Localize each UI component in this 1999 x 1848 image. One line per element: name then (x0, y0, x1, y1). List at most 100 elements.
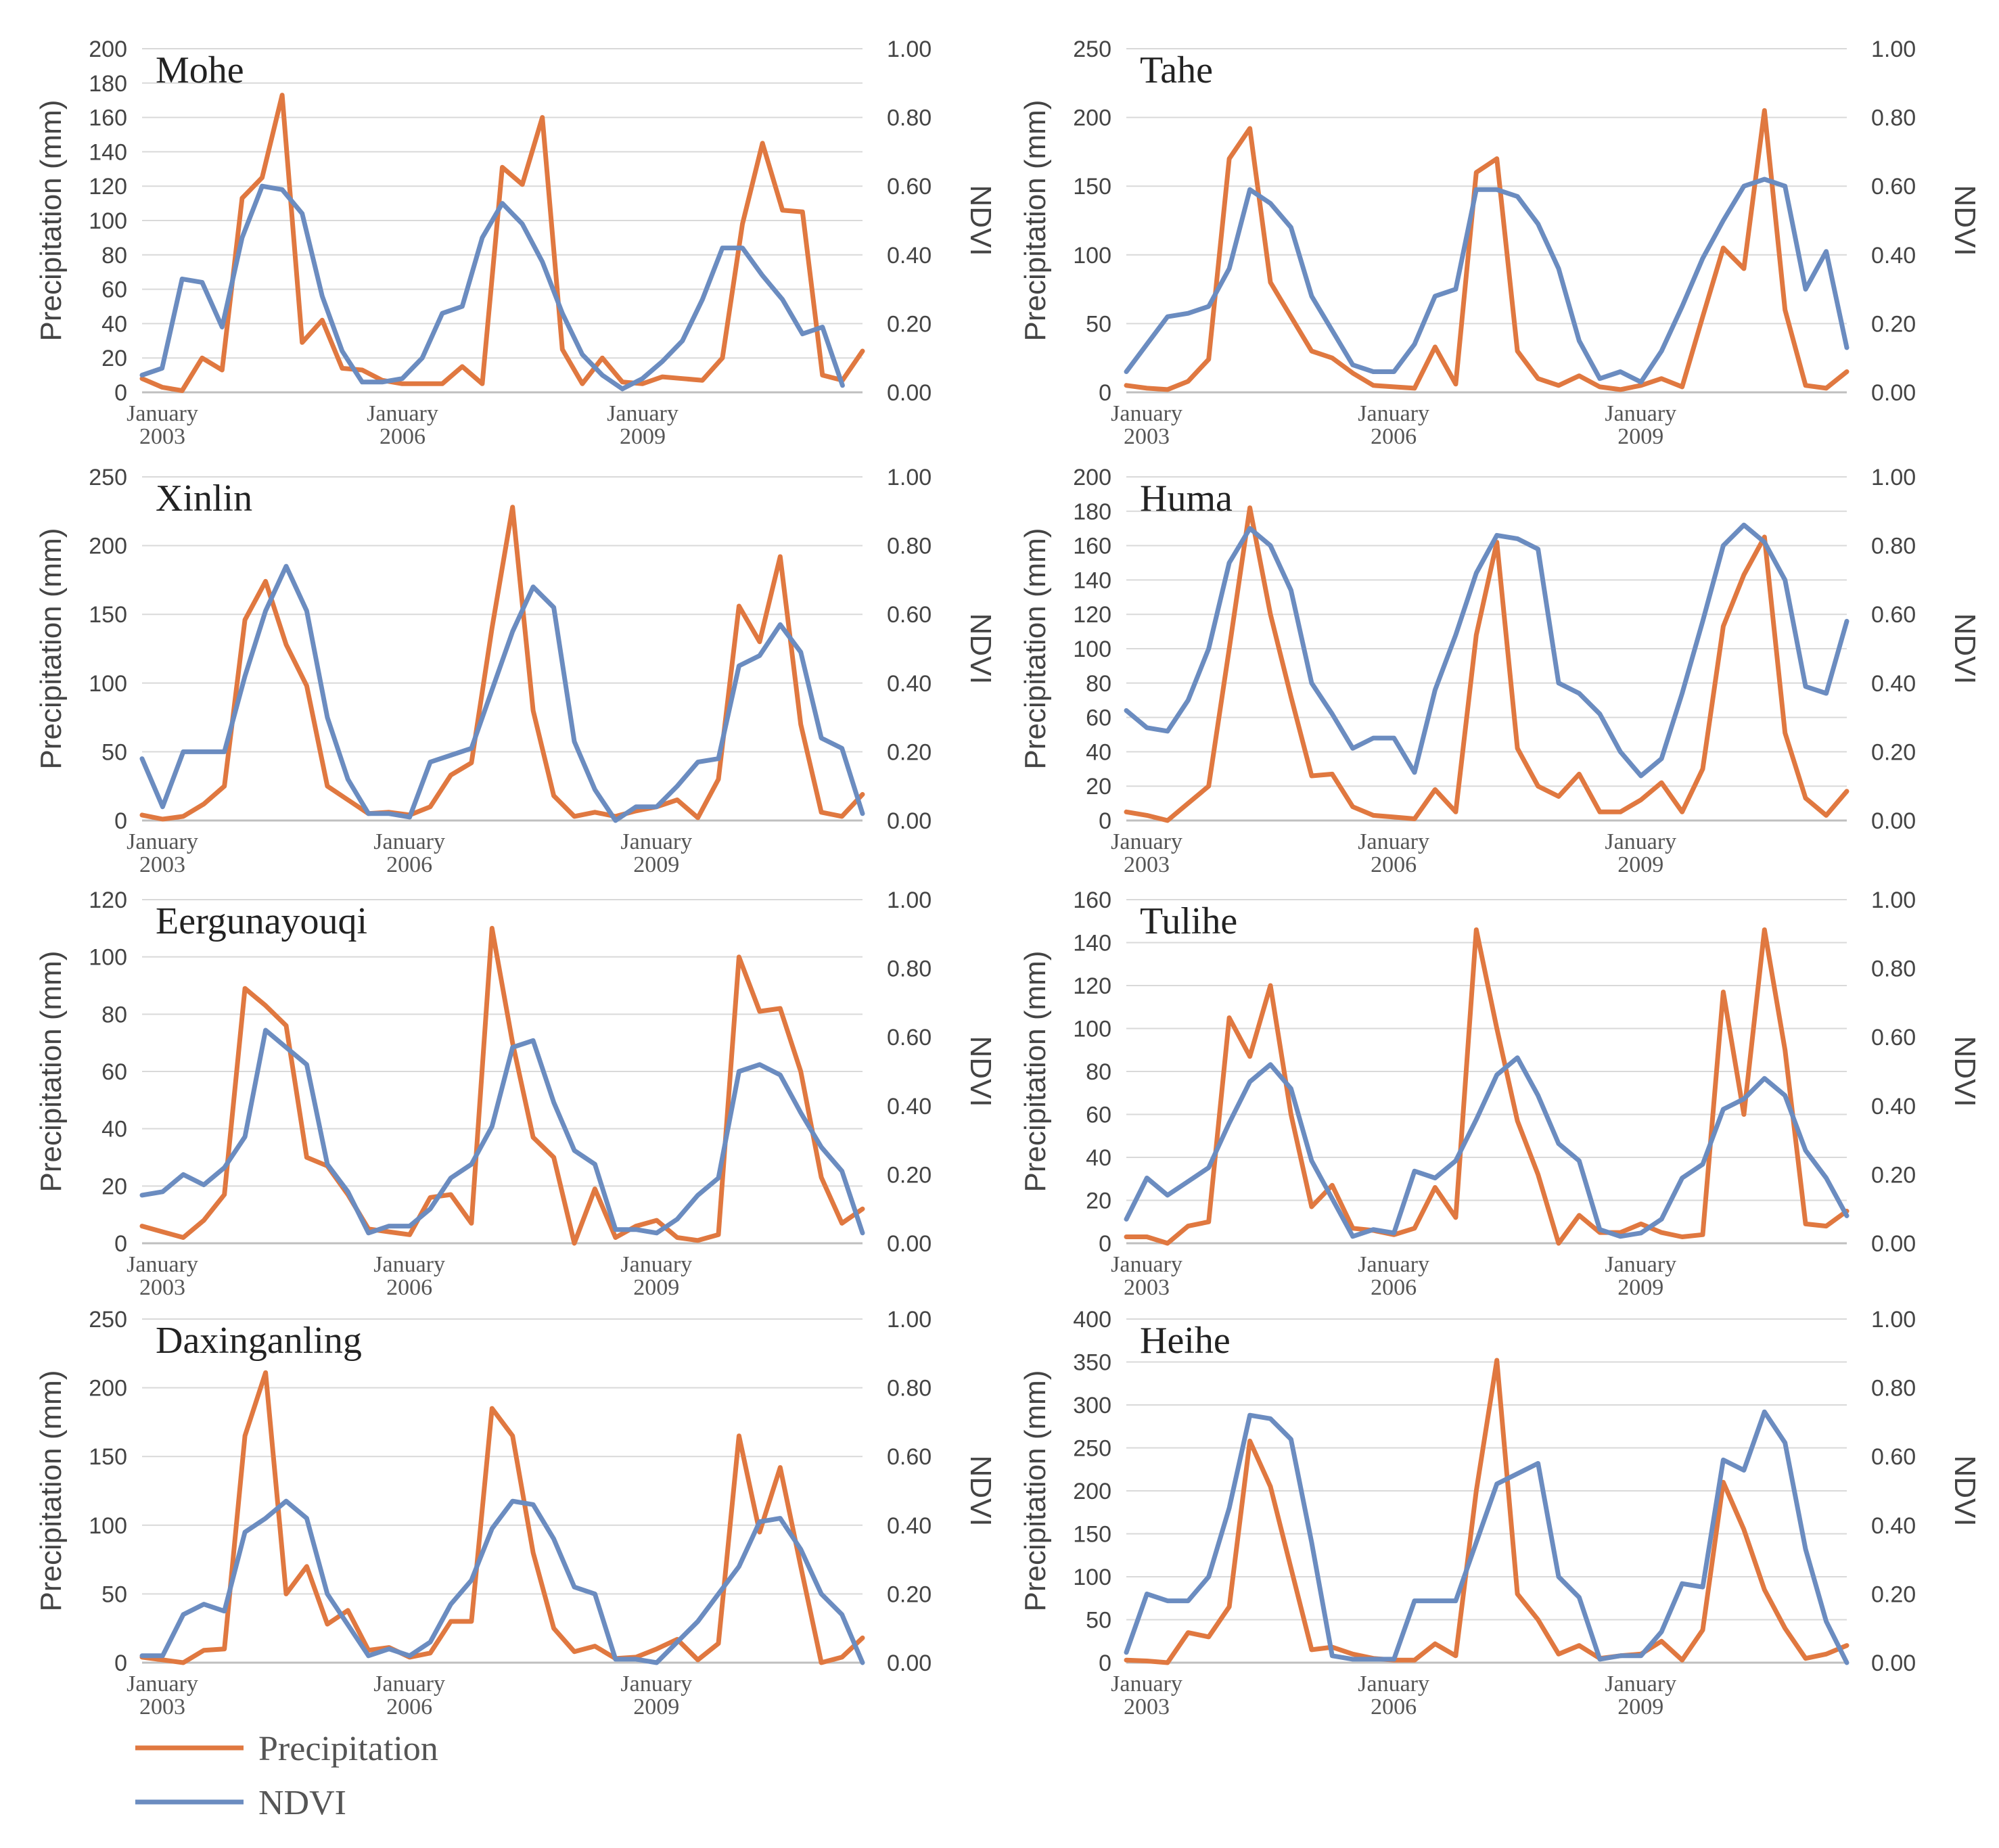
precipitation-line (139, 925, 865, 1246)
y-axis-title: Precipitation (mm) (1019, 951, 1052, 1193)
x-tick-year-label: 2006 (386, 1694, 432, 1719)
y-tick-label: 20 (101, 346, 127, 371)
x-tick-label: January (620, 1252, 692, 1277)
x-tick-label: January (373, 1671, 445, 1696)
precipitation-line (139, 93, 865, 393)
y2-tick-label: 1.00 (1871, 1307, 1916, 1333)
y2-tick-label: 0.40 (1871, 243, 1916, 269)
precipitation-line (1124, 1358, 1849, 1665)
y2-tick-label: 0.40 (887, 243, 932, 269)
y2-axis-title: NDVI (1948, 1455, 1981, 1526)
y-tick-label: 80 (101, 243, 127, 269)
y-tick-label: 80 (1086, 671, 1111, 697)
ndvi-line (139, 1027, 865, 1236)
y2-tick-label: 1.00 (1871, 465, 1916, 490)
x-tick-year-label: 2003 (139, 1694, 185, 1719)
x-tick-year-label: 2006 (380, 424, 426, 449)
y-axis-title: Precipitation (mm) (1019, 100, 1052, 342)
y2-tick-label: 0.80 (1871, 534, 1916, 559)
panel-title: Eergunayouqi (156, 900, 367, 942)
x-tick-label: January (1358, 829, 1429, 854)
y2-tick-label: 1.00 (887, 887, 932, 913)
y-tick-label: 140 (89, 139, 127, 165)
panel-heihe: 0 50 100 150 200 250 300 350 400 0.00 0.20 0.40 0.60… (1019, 1307, 1981, 1719)
panel-huma: 0 20 40 60 80 100 120 140 160 180 200 0.00 0.20 0.40 0… (1019, 465, 1981, 877)
y2-tick-label: 1.00 (1871, 887, 1916, 913)
y-tick-label: 100 (1073, 1565, 1111, 1590)
y-tick-label: 60 (101, 1059, 127, 1085)
y2-tick-label: 0.80 (887, 956, 932, 982)
y-tick-label: 150 (89, 602, 127, 628)
x-tick-year-label: 2009 (633, 1275, 679, 1300)
x-tick-label: January (1358, 1252, 1429, 1277)
y-tick-label: 250 (1073, 1436, 1111, 1462)
y-tick-label: 200 (1073, 106, 1111, 131)
y-tick-label: 140 (1073, 568, 1111, 593)
y2-tick-label: 0.80 (887, 1376, 932, 1402)
precipitation-line (139, 1370, 865, 1665)
y-tick-label: 0 (1099, 1231, 1111, 1257)
y-tick-label: 120 (1073, 602, 1111, 628)
y2-tick-label: 0.80 (1871, 106, 1916, 131)
y-tick-label: 150 (1073, 1522, 1111, 1548)
y2-tick-label: 0.20 (1871, 311, 1916, 337)
y-tick-label: 100 (89, 1513, 127, 1539)
y-tick-label: 40 (1086, 739, 1111, 765)
legend: Precipitation NDVI (135, 1730, 438, 1822)
y-tick-label: 40 (101, 311, 127, 337)
ndvi-line (1124, 1409, 1849, 1665)
x-tick-year-label: 2006 (1371, 852, 1417, 877)
x-tick-year-label: 2003 (1124, 852, 1170, 877)
y-tick-label: 0 (1099, 380, 1111, 406)
x-tick-label: January (1605, 829, 1676, 854)
x-tick-label: January (620, 829, 692, 854)
y-tick-label: 400 (1073, 1307, 1111, 1333)
y-tick-label: 180 (89, 71, 127, 97)
y2-tick-label: 0.00 (1871, 380, 1916, 406)
y2-tick-label: 0.00 (1871, 808, 1916, 834)
ndvi-line (1124, 177, 1849, 385)
y2-tick-label: 0.60 (1871, 174, 1916, 200)
x-tick-year-label: 2003 (139, 424, 185, 449)
y-axis-title: Precipitation (mm) (1019, 528, 1052, 770)
x-tick-label: January (1358, 1671, 1429, 1696)
y2-tick-label: 0.60 (1871, 1444, 1916, 1470)
y-tick-label: 160 (1073, 887, 1111, 913)
y-tick-label: 0 (1099, 808, 1111, 834)
y2-tick-label: 0.80 (1871, 956, 1916, 982)
ndvi-line (139, 1498, 865, 1665)
panel-title: Huma (1140, 478, 1233, 519)
y2-tick-label: 1.00 (887, 465, 932, 490)
y-tick-label: 180 (1073, 499, 1111, 525)
y2-axis-title: NDVI (964, 1036, 997, 1107)
precipitation-line (1124, 108, 1849, 392)
y2-tick-label: 1.00 (887, 1307, 932, 1333)
panel-title: Heihe (1140, 1320, 1231, 1362)
y-tick-label: 200 (1073, 465, 1111, 490)
y-tick-label: 40 (1086, 1145, 1111, 1171)
x-tick-year-label: 2006 (1371, 1275, 1417, 1300)
x-tick-year-label: 2009 (633, 1694, 679, 1719)
x-tick-label: January (1111, 829, 1182, 854)
y2-tick-label: 0.40 (1871, 1513, 1916, 1539)
x-tick-label: January (1605, 1252, 1676, 1277)
x-tick-year-label: 2006 (386, 1275, 432, 1300)
y2-tick-label: 0.20 (1871, 1581, 1916, 1607)
y-tick-label: 100 (1073, 1017, 1111, 1042)
x-tick-label: January (1111, 401, 1182, 426)
y-tick-label: 200 (89, 1376, 127, 1402)
x-tick-year-label: 2009 (620, 424, 666, 449)
x-tick-label: January (127, 401, 198, 426)
panel-title: Mohe (156, 49, 244, 91)
panel-eergunayouqi: 0 20 40 60 80 100 120 0.00 0.20 0.40 0.60 0.80 1.00 J… (35, 887, 997, 1300)
panel-xinlin: 0 50 100 150 200 250 0.00 0.20 0.40 0.60 0.80 1.00 J… (35, 465, 997, 877)
y2-tick-label: 0.80 (887, 106, 932, 131)
y2-axis-title: NDVI (964, 613, 997, 684)
y2-tick-label: 0.60 (887, 1025, 932, 1050)
y-tick-label: 200 (89, 534, 127, 559)
y2-axis-title: NDVI (1948, 185, 1981, 256)
y-tick-label: 120 (89, 174, 127, 200)
y-tick-label: 0 (114, 1231, 127, 1257)
panel-tulihe: 0 20 40 60 80 100 120 140 160 0.00 0.20 0.40 0.60 0.8… (1019, 887, 1981, 1300)
y2-tick-label: 0.40 (1871, 1094, 1916, 1119)
